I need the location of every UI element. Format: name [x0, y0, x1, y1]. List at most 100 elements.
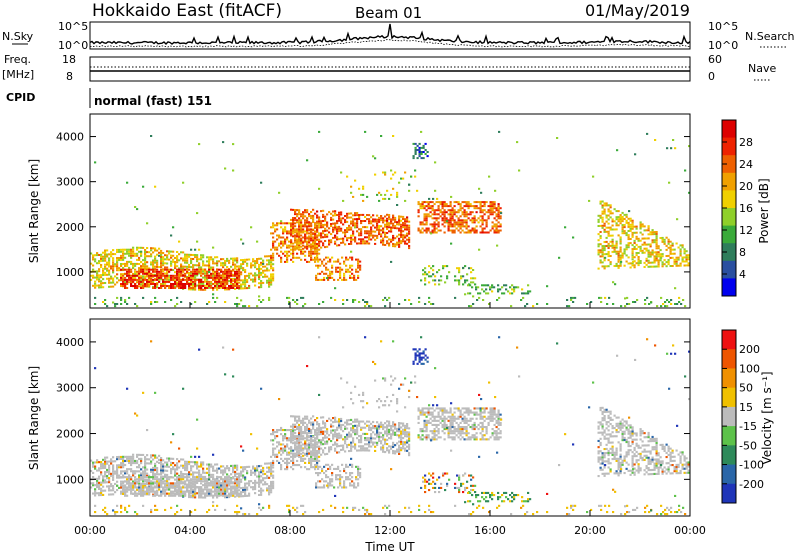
power-cell — [172, 226, 175, 229]
power-cell — [190, 287, 193, 289]
power-cell — [655, 241, 658, 244]
power-cell — [122, 285, 125, 287]
power-cell — [629, 227, 632, 230]
power-cell — [432, 197, 435, 200]
power-cell — [136, 305, 139, 308]
power-cell — [446, 220, 449, 223]
power-cell — [362, 299, 365, 301]
power-cell — [128, 252, 131, 255]
power-cell — [234, 263, 237, 266]
power-cell — [464, 281, 467, 284]
power-cell — [459, 215, 462, 218]
velocity-cell — [278, 461, 281, 464]
power-cell — [174, 305, 177, 308]
power-cell — [290, 225, 293, 227]
velocity-cell — [120, 476, 123, 479]
power-cell — [603, 241, 606, 243]
velocity-cell — [98, 475, 101, 478]
power-cell — [196, 268, 199, 271]
power-cell — [288, 301, 291, 303]
power-cell — [142, 296, 145, 299]
power-cell — [288, 240, 291, 243]
power-cell — [657, 261, 660, 264]
power-cell — [679, 252, 682, 255]
power-cell — [100, 282, 103, 285]
power-cell — [497, 288, 500, 291]
power-cell — [641, 233, 644, 236]
power-cell — [118, 257, 121, 259]
power-cell — [477, 201, 480, 204]
power-cell — [481, 284, 484, 287]
velocity-cell — [174, 493, 177, 496]
power-cell — [156, 283, 159, 285]
power-cell — [600, 301, 603, 303]
power-cell — [344, 215, 347, 217]
velocity-cell — [102, 467, 105, 470]
power-cell — [497, 217, 500, 220]
power-cell — [164, 301, 167, 303]
power-cell — [382, 239, 385, 242]
power-cell — [176, 268, 179, 271]
velocity-cell — [266, 483, 269, 486]
velocity-cell — [112, 489, 115, 492]
power-cell — [471, 217, 474, 220]
velocity-cell — [100, 467, 103, 470]
power-cell — [442, 265, 445, 268]
velocity-cell — [248, 494, 251, 497]
power-cell — [182, 268, 185, 271]
velocity-cell — [296, 435, 299, 438]
power-cell — [160, 278, 163, 281]
power-cell — [639, 223, 642, 226]
velocity-cell — [116, 466, 119, 469]
velocity-cell — [154, 492, 157, 495]
velocity-cell — [116, 468, 119, 471]
power-cell — [408, 247, 411, 250]
power-cell — [633, 260, 636, 263]
power-cell — [437, 205, 440, 208]
velocity-cell — [294, 429, 297, 432]
velocity-cell — [298, 451, 301, 454]
velocity-cell — [102, 481, 105, 484]
power-cell — [222, 266, 225, 269]
power-cell — [198, 266, 201, 269]
power-cell — [645, 257, 648, 260]
velocity-cell — [216, 469, 219, 472]
velocity-cell — [90, 486, 93, 489]
power-cell — [136, 285, 139, 287]
velocity-cell — [112, 485, 115, 488]
power-cell — [312, 245, 315, 248]
power-cell — [314, 252, 317, 255]
power-cell — [425, 219, 428, 222]
power-cell — [619, 214, 622, 216]
velocity-cell — [138, 493, 141, 496]
power-cell — [332, 236, 335, 239]
power-cell — [623, 213, 626, 216]
velocity-cell — [290, 433, 293, 436]
power-cell — [272, 273, 275, 276]
power-cell — [206, 270, 209, 273]
power-cell — [493, 205, 496, 208]
power-cell — [304, 254, 307, 257]
power-cell — [276, 246, 279, 249]
power-cell — [473, 227, 476, 230]
velocity-cell — [92, 465, 95, 468]
velocity-cell — [208, 476, 211, 479]
power-cell — [238, 265, 241, 268]
velocity-cell — [282, 447, 285, 450]
power-cell — [308, 250, 311, 253]
power-cell — [400, 227, 403, 230]
power-cell — [521, 288, 524, 291]
power-cell — [653, 261, 656, 264]
power-cell — [272, 252, 275, 255]
power-cell — [655, 243, 658, 246]
power-cell — [264, 269, 267, 272]
power-cell — [426, 273, 429, 276]
power-cell — [491, 290, 494, 293]
power-cell — [180, 270, 183, 273]
power-cell — [258, 295, 261, 298]
power-cell — [340, 227, 343, 230]
power-cell — [687, 264, 690, 267]
velocity-cell — [152, 470, 155, 473]
power-cell — [439, 215, 442, 218]
